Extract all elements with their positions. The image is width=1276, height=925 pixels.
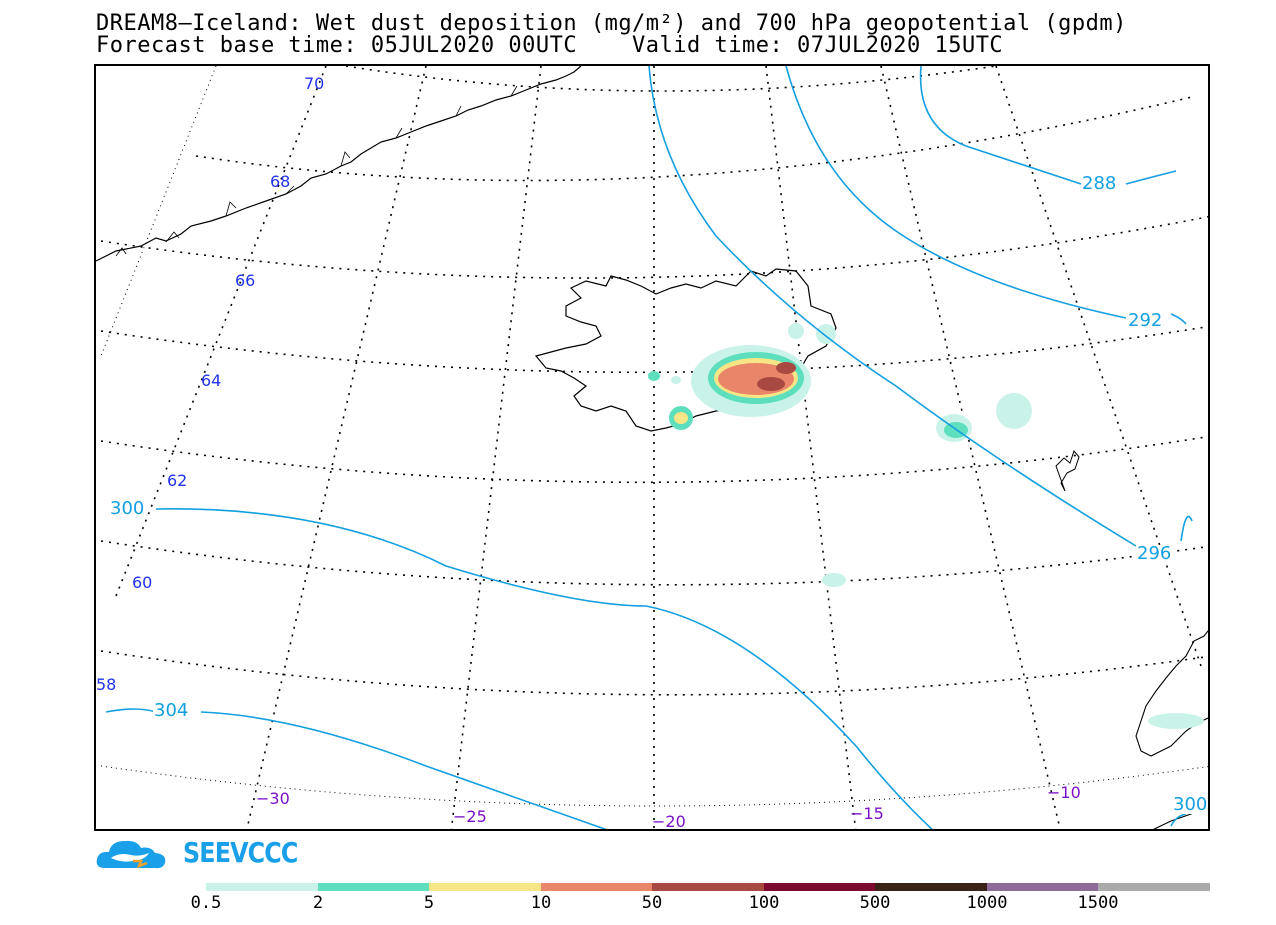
legend-swatch-1: [317, 883, 429, 891]
contour-label-296: 296: [1136, 543, 1173, 564]
map-canvas: [96, 66, 1208, 829]
lon-label-30w: −30: [256, 789, 290, 808]
meridian-25: [450, 66, 542, 829]
contour-304: [105, 708, 608, 829]
lat-label-70: 70: [304, 74, 325, 93]
cloud-logo-icon: [96, 840, 166, 869]
parallel-56: [100, 765, 1208, 807]
legend-swatch-8: [1098, 883, 1210, 891]
greenland-coastline: [96, 66, 582, 262]
dust-deposition-field: [648, 323, 1204, 729]
meridian-5: [995, 66, 1202, 667]
legend-label-0.5: 0.5: [190, 893, 222, 913]
meridian-10: [880, 66, 1061, 829]
lat-label-64: 64: [201, 371, 222, 390]
legend-swatch-0: [206, 883, 318, 891]
legend-label-2: 2: [312, 893, 324, 913]
legend-label-100: 100: [748, 893, 780, 913]
legend-swatch-4: [652, 883, 764, 891]
legend-colorbar: [206, 883, 1210, 891]
lat-label-58: 58: [96, 675, 117, 694]
faroe-islands: [1055, 449, 1080, 492]
legend-label-50: 50: [641, 893, 663, 913]
lat-label-60: 60: [132, 573, 153, 592]
contour-300-east: [1170, 813, 1187, 827]
contour-label-292: 292: [1127, 310, 1164, 331]
legend-label-10: 10: [530, 893, 552, 913]
contour-label-300-east: 300: [1172, 794, 1208, 815]
lon-label-25w: −25: [453, 807, 487, 826]
meridian-15: [765, 66, 857, 829]
parallel-58: [100, 650, 1208, 696]
lon-label-10w: −10: [1047, 783, 1081, 802]
legend-swatch-5: [763, 883, 875, 891]
meridian-30: [246, 66, 427, 829]
map-panel: 70 68 66 64 62 60 58 −30 −25 −20 −15 −10…: [94, 64, 1210, 831]
longitude-gridlines: [100, 66, 1202, 829]
legend-swatch-7: [986, 883, 1098, 891]
contour-292: [785, 66, 1187, 325]
lat-label-68: 68: [270, 172, 291, 191]
iceland-coastline: [534, 268, 837, 432]
legend-swatch-2: [429, 883, 541, 891]
norway-coastline: [1135, 630, 1208, 757]
parallel-68: [195, 95, 1197, 182]
contour-288: [919, 66, 1177, 185]
lon-label-20w: −20: [652, 812, 686, 831]
parallel-70: [345, 66, 997, 92]
seevccc-logo-text: SEEVCCC: [183, 836, 298, 869]
geopotential-contours: [105, 66, 1193, 829]
meridian-35: [115, 66, 327, 597]
contour-label-304: 304: [153, 700, 190, 721]
meridian-40: [100, 66, 217, 357]
map-title: DREAM8—Iceland: Wet dust deposition (mg/…: [96, 11, 1127, 36]
contour-label-300: 300: [109, 498, 146, 519]
parallel-62: [100, 435, 1208, 484]
legend-label-5: 5: [423, 893, 435, 913]
map-subtitle-times: Forecast base time: 05JUL2020 00UTC Vali…: [96, 33, 1004, 58]
lat-label-62: 62: [167, 471, 188, 490]
lon-label-15w: −15: [850, 804, 884, 823]
legend-label-500: 500: [859, 893, 891, 913]
contour-296: [648, 66, 1193, 547]
legend-swatch-3: [540, 883, 652, 891]
latitude-gridlines: [100, 66, 1208, 807]
legend-swatch-6: [875, 883, 987, 891]
parallel-60: [100, 540, 1208, 586]
contour-300-west: [155, 508, 933, 829]
legend-label-1000: 1000: [966, 893, 1008, 913]
parallel-66: [100, 215, 1208, 279]
legend-label-1500: 1500: [1077, 893, 1119, 913]
lat-label-66: 66: [235, 271, 256, 290]
contour-label-288: 288: [1081, 173, 1118, 194]
parallel-64: [100, 325, 1208, 374]
